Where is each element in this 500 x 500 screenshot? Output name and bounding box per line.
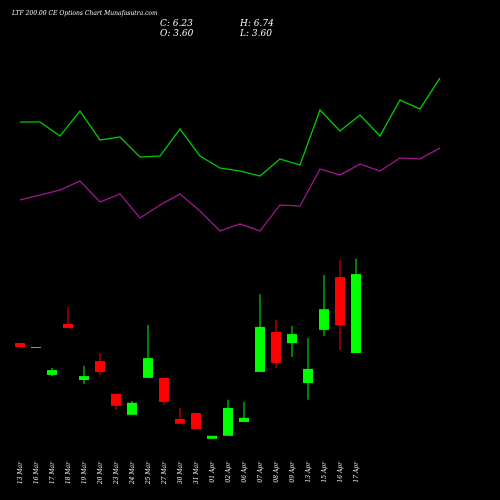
x-tick-label: 30 Mar bbox=[177, 461, 184, 484]
candle-body bbox=[63, 323, 73, 329]
x-tick-label: 31 Mar bbox=[193, 461, 200, 484]
close-key: C: bbox=[160, 19, 170, 29]
indicator-line bbox=[19, 147, 441, 232]
indicator-line bbox=[20, 77, 441, 177]
candle-body bbox=[271, 332, 281, 363]
candle-body bbox=[335, 277, 345, 326]
candle-body bbox=[159, 377, 169, 402]
x-tick-label: 13 Apr bbox=[305, 461, 312, 483]
x-tick-label: 20 Mar bbox=[97, 461, 104, 485]
candle-body bbox=[143, 358, 153, 378]
candle-body bbox=[15, 343, 25, 347]
close-value: 6.23 bbox=[173, 19, 193, 29]
x-tick-label: 17 Apr bbox=[353, 461, 360, 483]
x-tick-label: 19 Mar bbox=[81, 461, 88, 484]
candle-body bbox=[255, 326, 265, 372]
x-tick-label: 09 Apr bbox=[289, 461, 296, 483]
low-key: L: bbox=[239, 29, 249, 39]
candle-body bbox=[207, 435, 217, 439]
close-label: C: 6.23 bbox=[160, 19, 193, 29]
x-tick-label: 06 Apr bbox=[241, 461, 248, 483]
candle-body bbox=[319, 309, 329, 330]
x-tick-label: 01 Apr bbox=[209, 461, 216, 483]
open-key: O: bbox=[160, 29, 170, 39]
candle-body bbox=[79, 376, 89, 380]
x-tick-label: 25 Mar bbox=[145, 461, 152, 485]
open-value: 3.60 bbox=[173, 29, 193, 39]
high-label: H: 6.74 bbox=[239, 19, 274, 29]
candle-body bbox=[303, 368, 313, 383]
candle-body bbox=[111, 393, 121, 406]
candle-body bbox=[191, 413, 201, 429]
x-tick-label: 17 Mar bbox=[49, 461, 56, 484]
open-label: O: 3.60 bbox=[160, 29, 194, 39]
candle-body bbox=[287, 334, 297, 344]
candle-body bbox=[127, 402, 137, 415]
x-tick-label: 02 Apr bbox=[225, 461, 232, 483]
low-value: 3.60 bbox=[252, 29, 272, 39]
candle-body bbox=[175, 419, 185, 424]
candle-body bbox=[239, 417, 249, 422]
high-value: 6.74 bbox=[254, 19, 274, 29]
high-key: H: bbox=[239, 19, 251, 29]
low-label: L: 3.60 bbox=[239, 29, 272, 39]
x-tick-label: 16 Apr bbox=[337, 461, 344, 483]
x-tick-label: 27 Mar bbox=[161, 461, 168, 485]
x-tick-label: 13 Mar bbox=[17, 461, 24, 484]
x-tick-label: 08 Apr bbox=[273, 461, 280, 483]
x-tick-label: 23 Mar bbox=[113, 461, 120, 485]
candle-body bbox=[223, 407, 233, 436]
x-tick-label: 18 Mar bbox=[65, 461, 72, 484]
x-tick-label: 24 Mar bbox=[129, 461, 136, 485]
candle-body bbox=[95, 361, 105, 372]
chart-title: LTF 200.00 CE Options Chart Munafasutra.… bbox=[11, 10, 158, 17]
candle-body bbox=[47, 370, 57, 375]
x-tick-label: 07 Apr bbox=[257, 461, 264, 483]
x-tick-label: 16 Mar bbox=[33, 461, 40, 484]
candle-body bbox=[351, 274, 361, 353]
candle-body bbox=[31, 347, 41, 348]
x-tick-label: 15 Apr bbox=[321, 461, 328, 483]
